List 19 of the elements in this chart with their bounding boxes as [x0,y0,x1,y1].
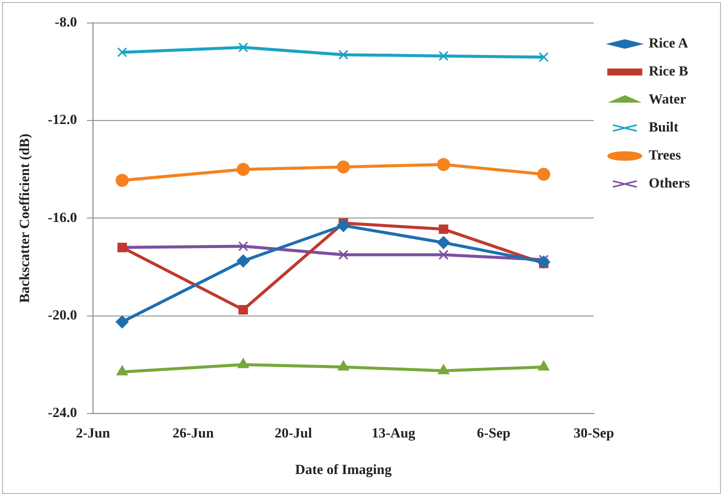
y-tick-label: -24.0 [48,406,77,422]
legend-label: Trees [648,148,682,164]
x-axis-title: Date of Imaging [295,463,392,478]
y-tick-label: -16.0 [48,210,77,226]
x-tick-label: 2-Jun [76,426,110,442]
y-tick-label: -20.0 [48,308,77,324]
y-axis-title: Backscatter Coefficient (dB) [18,133,34,303]
legend-label: Built [648,120,679,136]
x-tick-label: 6-Sep [476,426,511,442]
x-tick-label: 26-Jun [172,426,214,442]
legend-label: Rice A [648,36,689,52]
legend-label: Rice B [648,64,688,80]
x-tick-label: 13-Aug [372,426,416,442]
y-tick-label: -12.0 [48,113,77,128]
legend-label: Others [648,176,691,192]
x-tick-label: 20-Jul [274,426,312,442]
legend-label: Water [648,92,686,108]
x-tick-label: 30-Sep [574,426,614,442]
y-tick-label: -8.0 [54,16,77,31]
